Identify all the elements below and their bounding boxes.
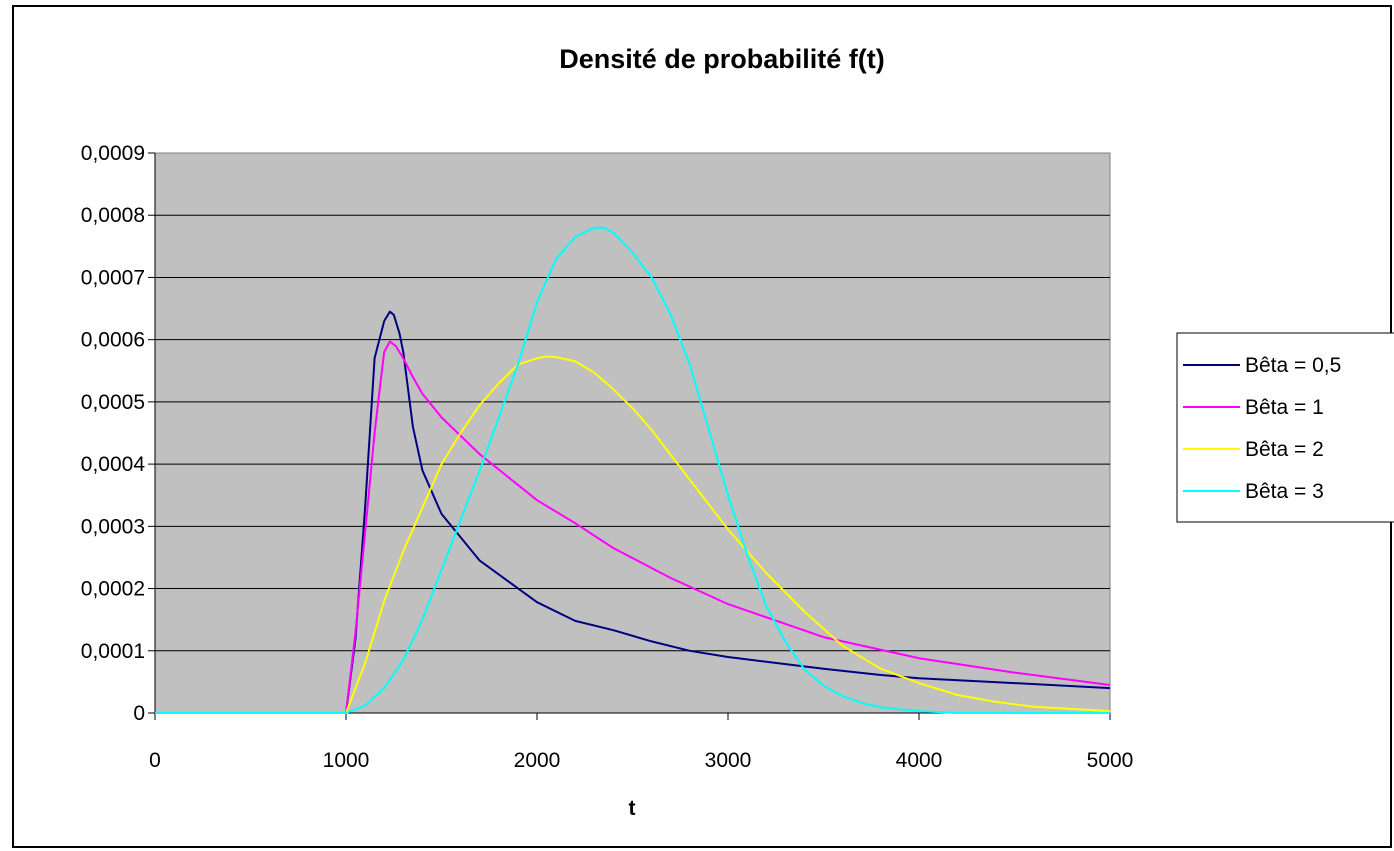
series-group [155, 226, 1111, 714]
series-line-4 [155, 226, 1110, 714]
x-tick-label: 0 [149, 749, 161, 772]
y-tick-label: 0,0001 [81, 640, 145, 663]
y-tick-label: 0,0005 [81, 391, 145, 414]
x-tick-label: 5000 [1087, 749, 1134, 772]
legend-label-1: Bêta = 0,5 [1245, 354, 1341, 377]
y-tick-label: 0,0008 [81, 204, 145, 227]
x-tick-label: 2000 [514, 749, 561, 772]
chart-title: Densité de probabilité f(t) [559, 44, 885, 74]
legend-label-4: Bêta = 3 [1245, 480, 1324, 503]
x-tick-label: 3000 [705, 749, 752, 772]
x-axis-label: t [629, 797, 636, 820]
legend-label-2: Bêta = 1 [1245, 396, 1324, 419]
legend: Bêta = 0,5 Bêta = 1 Bêta = 2 Bêta = 3 [1176, 332, 1394, 523]
plot-area [154, 152, 1111, 714]
y-axis: 0 0,0001 0,0002 0,0003 0,0004 0,0005 0,0006 0,0… [81, 142, 156, 725]
grid-lines [155, 214, 1110, 652]
series-line-2 [155, 340, 1111, 714]
x-axis: 0 1000 2000 3000 4000 5000 [149, 712, 1134, 772]
y-tick-label: 0 [133, 702, 145, 725]
x-tick-label: 4000 [896, 749, 943, 772]
y-tick-label: 0,0007 [81, 266, 145, 289]
y-tick-label: 0,0006 [81, 329, 145, 352]
y-tick-label: 0,0002 [81, 578, 145, 601]
y-tick-label: 0,0003 [81, 515, 145, 538]
legend-label-3: Bêta = 2 [1245, 438, 1324, 461]
y-tick-label: 0,0004 [81, 453, 146, 476]
x-tick-label: 1000 [323, 749, 370, 772]
series-line-1 [155, 310, 1111, 714]
y-tick-label: 0,0009 [81, 142, 145, 165]
series-line-3 [155, 355, 1111, 714]
